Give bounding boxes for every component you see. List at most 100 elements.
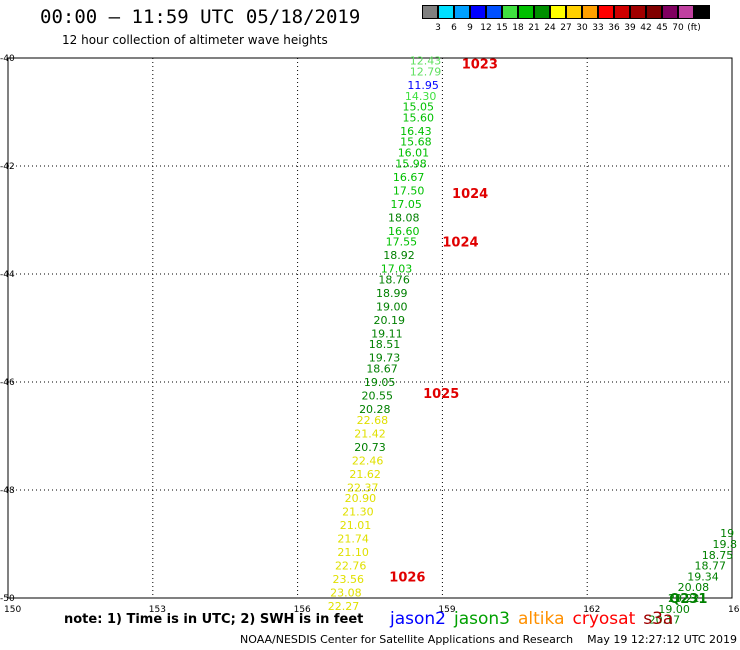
color-legend-label: 24	[544, 23, 556, 33]
color-swatch	[646, 5, 662, 19]
wave-height-value: 12.79	[410, 66, 442, 79]
wave-height-value: 19.05	[364, 376, 396, 389]
wave-height-value: 18.75	[702, 549, 734, 562]
pressure-label: 1024	[442, 236, 478, 251]
wave-height-value: 21.62	[349, 468, 381, 481]
wave-height-value: 22.46	[352, 454, 384, 467]
wave-height-value: 20.22	[668, 592, 700, 605]
wave-height-value: 20.17	[649, 614, 681, 627]
wave-height-value: 19.00	[376, 300, 408, 313]
satellite-legend-entry: cryosat	[572, 609, 636, 629]
color-legend-label: 9	[467, 23, 473, 33]
latitude-tick-label: -50	[0, 594, 15, 604]
color-legend-label: 42	[640, 23, 652, 33]
units-note: note: 1) Time is in UTC; 2) SWH is in fe…	[64, 612, 364, 627]
color-legend-label: 70	[672, 23, 684, 33]
wave-height-value: 18.76	[378, 273, 410, 286]
pressure-label: 1023	[462, 57, 498, 72]
wave-height-value: 20.90	[345, 492, 377, 505]
wave-height-value: 12.43	[410, 55, 442, 68]
color-legend-label: 27	[560, 23, 572, 33]
wave-height-value: 20.08	[678, 581, 710, 594]
longitude-tick-label: 156	[294, 605, 311, 615]
wave-height-value: 18.67	[366, 363, 398, 376]
color-swatch	[694, 5, 710, 19]
pressure-label: 1026	[389, 570, 425, 585]
longitude-tick-label: 159	[438, 605, 455, 615]
wave-height-value: 17.03	[381, 263, 413, 276]
wave-height-value: 15.68	[400, 136, 432, 149]
longitude-tick-label: 162	[583, 605, 600, 615]
color-swatch	[454, 5, 470, 19]
color-legend-label: 3	[435, 23, 441, 33]
color-swatch	[486, 5, 502, 19]
map-frame	[7, 57, 733, 599]
color-swatch	[470, 5, 486, 19]
satellite-legend-entry: altika	[518, 609, 565, 629]
satellite-legend: jason2 jason3 altika cryosat s3a	[390, 609, 681, 629]
wave-height-value: 19	[720, 527, 734, 540]
wave-height-value: 17.05	[390, 198, 422, 211]
wave-height-value: 20.55	[361, 390, 393, 403]
color-legend-label: 33	[592, 23, 604, 33]
longitude-tick-label: 153	[149, 605, 166, 615]
color-swatch	[614, 5, 630, 19]
wave-height-value: 18.08	[388, 211, 420, 224]
satellite-legend-entry: jason2	[390, 609, 446, 629]
latitude-tick-label: -40	[0, 54, 15, 64]
latitude-tick-label: -48	[0, 486, 15, 496]
wave-height-value: 23.08	[330, 587, 362, 600]
wave-height-value: 19.73	[369, 352, 401, 365]
color-legend-label: 45	[656, 23, 668, 33]
longitude-tick-label: 150	[4, 605, 21, 615]
satellite-legend-entry: jason3	[454, 609, 510, 629]
color-legend-label: 36	[608, 23, 620, 33]
color-legend-label: 18	[512, 23, 524, 33]
color-legend-label: 21	[528, 23, 540, 33]
color-legend-label: 6	[451, 23, 457, 33]
wave-height-value: 15.05	[403, 101, 435, 114]
color-swatch	[582, 5, 598, 19]
color-legend-label: 30	[576, 23, 588, 33]
wave-height-value: 21.30	[342, 506, 374, 519]
pressure-label: 1024	[452, 187, 488, 202]
color-swatch	[678, 5, 694, 19]
wave-height-value: 18.92	[383, 249, 415, 262]
wave-height-value: 16.01	[398, 147, 430, 160]
latitude-tick-label: -46	[0, 378, 15, 388]
map-title: 00:00 – 11:59 UTC 05/18/2019	[40, 6, 361, 28]
color-swatch	[422, 5, 438, 19]
color-swatch	[598, 5, 614, 19]
color-swatch	[518, 5, 534, 19]
wave-height-value: 15.60	[403, 111, 435, 124]
wave-height-value: 16.60	[388, 225, 420, 238]
wave-height-value: 21.01	[340, 519, 372, 532]
color-swatch	[550, 5, 566, 19]
pressure-label: 1025	[423, 387, 459, 402]
wave-height-value: 21.42	[354, 427, 386, 440]
credit-footer: NOAA/NESDIS Center for Satellite Applica…	[240, 633, 738, 646]
longitude-tick-label: 165	[728, 605, 740, 615]
wave-height-value: 16.67	[393, 171, 425, 184]
color-swatch	[502, 5, 518, 19]
wave-height-value: 20.19	[374, 314, 406, 327]
color-legend-label: 15	[496, 23, 508, 33]
wave-height-value: 21.74	[337, 533, 369, 546]
satellite-legend-entry: s3a	[643, 609, 674, 629]
color-legend-label: 39	[624, 23, 636, 33]
wave-height-value: 17.55	[386, 236, 418, 249]
color-swatch	[566, 5, 582, 19]
wave-height-value: 22.27	[328, 600, 360, 613]
latitude-tick-label: -44	[0, 270, 15, 280]
color-swatch	[438, 5, 454, 19]
wave-height-value: 18.51	[369, 338, 401, 351]
wave-height-value: 19.00	[658, 603, 690, 616]
wave-height-value: 18.99	[376, 287, 408, 300]
wave-height-value: 19.11	[371, 327, 403, 340]
wave-height-value: 11.95	[407, 79, 439, 92]
color-swatch	[630, 5, 646, 19]
pressure-label: Q231	[669, 592, 707, 607]
wave-height-value: 18.77	[695, 560, 727, 573]
wave-height-value: 21.10	[337, 546, 369, 559]
